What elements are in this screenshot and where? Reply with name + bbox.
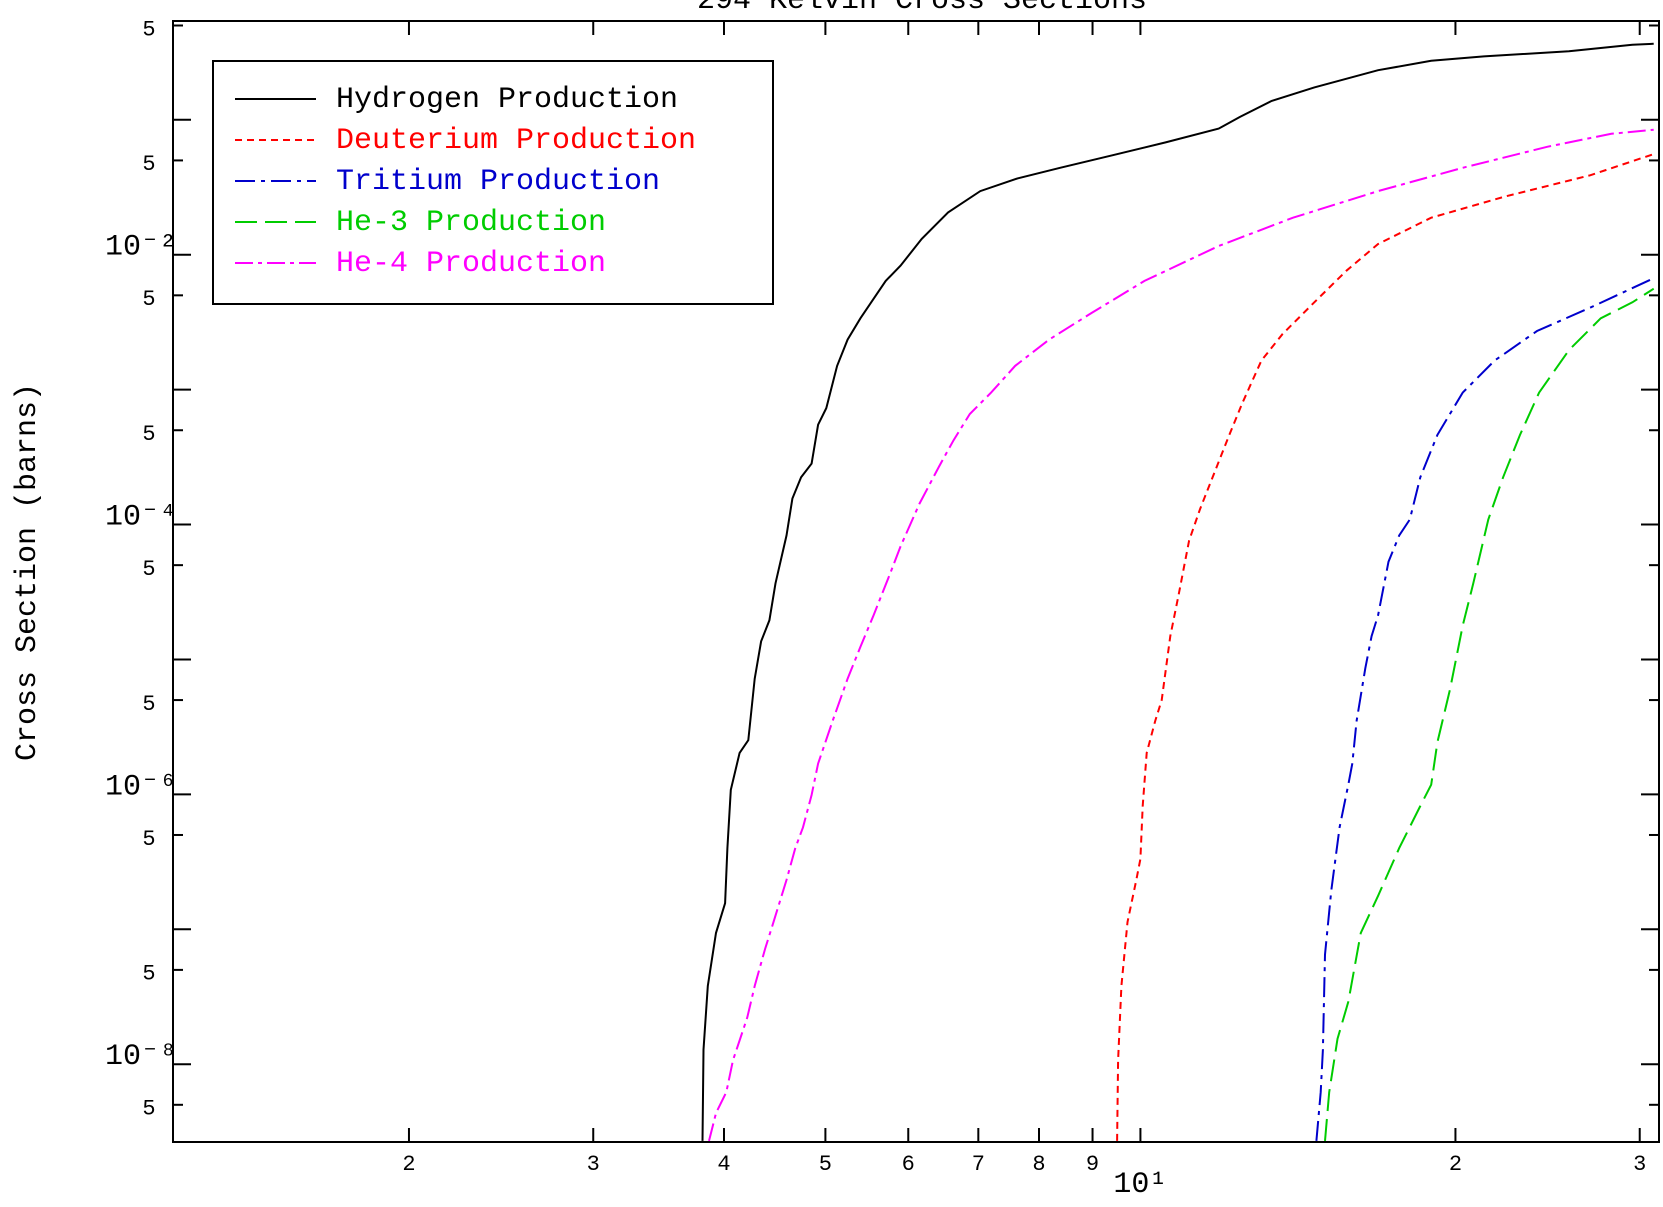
series-line	[708, 128, 1654, 1142]
series-line	[1315, 277, 1655, 1141]
y-tick-label: 10⁻⁴	[105, 500, 177, 534]
x-tick-label: 2	[402, 1152, 415, 1177]
y-tick-label: 5	[142, 557, 155, 582]
y-tick-label: 10⁻²	[105, 231, 177, 265]
legend-label: He-4 Production	[336, 247, 606, 281]
y-tick-label: 10⁻⁶	[105, 770, 177, 804]
series-line	[1324, 287, 1655, 1141]
y-tick-label: 5	[142, 422, 155, 447]
legend-label: Deuterium Production	[336, 124, 696, 158]
legend-label: Tritium Production	[336, 165, 660, 199]
y-axis-label: Cross Section (barns)	[11, 383, 45, 761]
series-line	[1116, 153, 1655, 1141]
y-tick-label: 5	[142, 827, 155, 852]
y-tick-label: 10⁻⁸	[105, 1040, 177, 1074]
x-tick-label: 9	[1086, 1152, 1099, 1177]
y-tick-label: 5	[142, 962, 155, 987]
x-tick-label: 3	[1633, 1152, 1646, 1177]
series-line	[701, 42, 1654, 1141]
x-tick-label: 3	[587, 1152, 600, 1177]
chart-title: 294 Kelvin Cross Sections	[697, 0, 1147, 18]
y-tick-label: 5	[142, 1097, 155, 1122]
x-tick-label: 5	[819, 1152, 832, 1177]
legend-label: He-3 Production	[336, 206, 606, 240]
x-tick-label: 6	[902, 1152, 915, 1177]
x-tick-label: 4	[717, 1152, 730, 1177]
y-tick-label: 5	[142, 692, 155, 717]
plot-frame	[172, 20, 1660, 1143]
y-tick-label: 5	[142, 152, 155, 177]
x-tick-label: 2	[1449, 1152, 1462, 1177]
y-tick-label: 5	[142, 17, 155, 42]
legend-label: Hydrogen Production	[336, 83, 678, 117]
x-tick-label: 7	[972, 1152, 985, 1177]
x-tick-label: 8	[1032, 1152, 1045, 1177]
y-tick-label: 5	[142, 287, 155, 312]
legend: Hydrogen Production Deuterium Production T…	[212, 60, 774, 305]
x-tick-label: 10¹	[1113, 1168, 1167, 1202]
